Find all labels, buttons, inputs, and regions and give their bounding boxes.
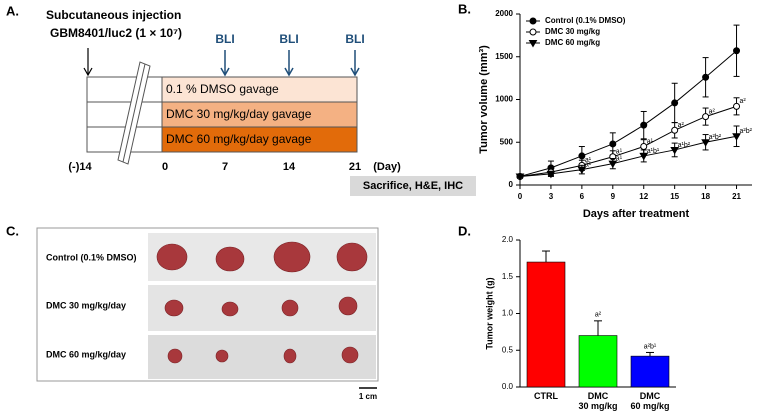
marker [670,146,680,155]
y-tick-label: 2000 [495,9,513,18]
scale-label: 1 cm [359,392,377,401]
photo [148,335,376,379]
annotation: a¹b² [678,142,691,149]
x-tick-label: CTRL [534,391,558,401]
value-label: a²b¹ [644,343,657,350]
bar [630,355,670,388]
row-label: DMC 60 mg/kg/day [46,349,126,359]
group-label: DMC 60 mg/kg/day gavage [166,132,312,146]
row-label: Control (0.1% DMSO) [46,252,137,262]
x-tick-label: 6 [580,192,585,201]
x-tick-label: 9 [611,192,616,201]
marker [733,47,741,55]
injection-text: GBM8401/luc2 (1 × 10⁷) [50,26,182,40]
photo [148,285,376,331]
annotation: a¹ [647,138,654,145]
marker [609,140,617,148]
series-line [519,50,737,177]
day-label: 0 [162,161,168,173]
x-tick-label: 18 [701,192,710,201]
y-tick-label: 2.0 [502,235,514,244]
annotation: a¹ [616,155,623,162]
annotation: a²b² [740,128,753,135]
marker [702,73,710,81]
day-label: (Day) [373,161,401,173]
y-axis-title: Tumor volume (mm³) [478,45,490,154]
endpoint-box [350,176,476,196]
y-tick-label: 0 [509,180,514,189]
break-mark [117,61,151,165]
series-line [519,105,737,177]
group-label: 0.1 % DMSO gavage [166,82,279,96]
marker [608,160,618,169]
bli-label: BLI [345,32,364,46]
x-tick-label: DMC 60 mg/kg [630,391,670,411]
annotation: a² [709,108,716,115]
x-tick-label: 3 [549,192,554,201]
marker [578,152,586,160]
y-tick-label: 0.0 [502,382,514,391]
bar [526,261,566,388]
annotation: a¹ [585,161,592,168]
marker [577,166,587,175]
annotation: a²b² [709,134,722,141]
marker [701,139,710,147]
endpoint-label: Sacrifice, H&E, IHC [363,180,463,192]
bar [578,335,618,388]
marker [528,40,538,48]
bli-arrows [220,50,360,77]
x-tick-label: 12 [639,192,648,201]
value-label: a² [595,312,602,319]
day-label: 14 [283,161,296,173]
marker [529,17,537,25]
series-line [519,135,737,177]
arrow [83,48,93,77]
y-axis-title: Tumor weight (g) [484,277,494,349]
y-tick-label: 500 [500,137,514,146]
day-label: 21 [349,161,361,173]
panel-label: A. [6,3,19,18]
marker [671,99,679,107]
y-tick-label: 1.0 [502,309,514,318]
panel-label: B. [458,1,471,16]
annotation: a¹ [585,157,592,164]
marker [546,170,556,179]
tumors [156,241,368,364]
marker [732,133,741,141]
y-tick-label: 1000 [495,95,513,104]
panel-label: D. [458,223,471,238]
x-tick-label: DMC 30 mg/kg [578,391,618,411]
marker [640,121,648,129]
annotation: a² [740,98,747,105]
y-tick-label: 1.5 [502,272,514,281]
x-tick-label: 21 [732,192,741,201]
marker [702,113,710,121]
day-label: (-)14 [68,161,92,173]
annotation: a¹ [616,149,623,156]
bli-label: BLI [215,32,234,46]
marker [733,102,741,110]
marker [671,126,679,134]
legend-label: DMC 30 mg/kg [545,27,600,36]
annotation: a² [678,122,685,129]
y-tick-label: 1500 [495,52,513,61]
y-tick-label: 0.5 [502,345,514,354]
x-tick-label: 15 [670,192,679,201]
panel-label: C. [6,223,19,238]
row-label: DMC 30 mg/kg/day [46,300,126,310]
x-tick-label: 0 [518,192,523,201]
marker [515,173,525,181]
injection-text: Subcutaneous injection [46,8,181,22]
day-label: 7 [222,161,228,173]
x-axis-title: Days after treatment [583,208,690,220]
legend-label: Control (0.1% DMSO) [545,16,626,25]
legend-label: DMC 60 mg/kg [545,38,600,47]
bli-label: BLI [279,32,298,46]
group-label: DMC 30 mg/kg/day gavage [166,107,312,121]
marker [529,28,537,36]
marker [639,152,649,161]
annotation: a¹b¹ [647,148,660,155]
